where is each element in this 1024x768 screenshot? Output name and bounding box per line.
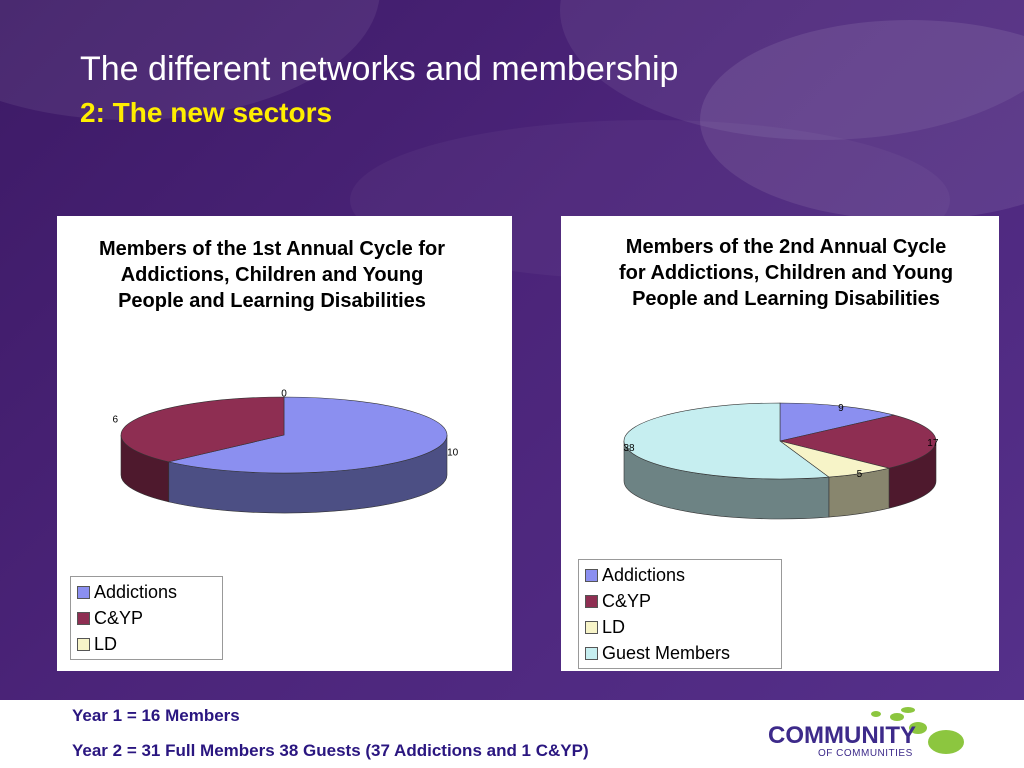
legend-label: LD: [94, 633, 118, 654]
logo-subtext: OF COMMUNITIES: [818, 748, 913, 759]
community-logo: COMMUNITY OF COMMUNITIES: [760, 700, 980, 768]
pie-chart-year2: 9 17 5 38: [623, 402, 939, 520]
chart-title: Members of the 1st Annual Cycle for Addi…: [99, 238, 445, 312]
legend-item: C&YP: [585, 588, 775, 614]
legend-swatch: [77, 637, 90, 651]
chart-panel-year1: Members of the 1st Annual Cycle for Addi…: [57, 216, 512, 671]
logo-wordmark: COMMUNITY: [768, 722, 916, 749]
legend-swatch: [585, 646, 598, 660]
pie-data-label: 10: [447, 447, 459, 458]
legend-swatch: [585, 568, 598, 582]
legend-label: C&YP: [602, 590, 652, 611]
decorative-bubble: [700, 20, 1024, 220]
pie-data-label: 0: [281, 388, 287, 399]
pie-slice-Addictions: [779, 402, 895, 442]
legend-swatch: [77, 611, 90, 625]
pie-slice-Addictions: [168, 396, 448, 474]
logo-dots-icon: [871, 707, 964, 754]
pie-slice-Guest Members: [623, 402, 830, 480]
legend-item: Guest Members: [585, 640, 775, 666]
footer-year1: Year 1 = 16 Members: [72, 706, 240, 725]
pie-data-label: 17: [927, 438, 939, 449]
pie-chart-year1: 10 6 0: [113, 388, 459, 514]
page-title: The different networks and membership: [80, 50, 679, 88]
legend-item: Addictions: [77, 579, 216, 605]
legend-label: Addictions: [94, 581, 178, 602]
legend-swatch: [585, 620, 598, 634]
legend-item: C&YP: [77, 605, 216, 631]
footer-year2: Year 2 = 31 Full Members 38 Guests (37 A…: [72, 741, 589, 760]
pie-side-walls: [623, 440, 937, 520]
legend-label: Guest Members: [602, 642, 731, 663]
legend-swatch: [585, 594, 598, 608]
legend-label: C&YP: [94, 607, 144, 628]
pie-data-label: 38: [623, 443, 635, 454]
pie-slice-C&YP: [779, 414, 937, 469]
chart-panel-year2: Members of the 2nd Annual Cycle for Addi…: [561, 216, 999, 671]
legend-item: LD: [585, 614, 775, 640]
pie-data-label: 5: [857, 469, 863, 480]
chart-legend: Addictions C&YP LD: [70, 576, 223, 660]
legend-label: Addictions: [602, 564, 686, 585]
chart-title: Members of the 2nd Annual Cycle for Addi…: [618, 236, 954, 310]
legend-item: Addictions: [585, 562, 775, 588]
chart-legend: Addictions C&YP LD Guest Members: [578, 559, 782, 669]
pie-data-label: 6: [113, 415, 119, 426]
legend-item: LD: [77, 631, 216, 657]
pie-slice-C&YP: [120, 396, 285, 463]
legend-swatch: [77, 585, 90, 599]
page-subtitle: 2: The new sectors: [80, 97, 333, 128]
pie-data-label: 9: [838, 403, 844, 414]
legend-label: LD: [602, 616, 626, 637]
